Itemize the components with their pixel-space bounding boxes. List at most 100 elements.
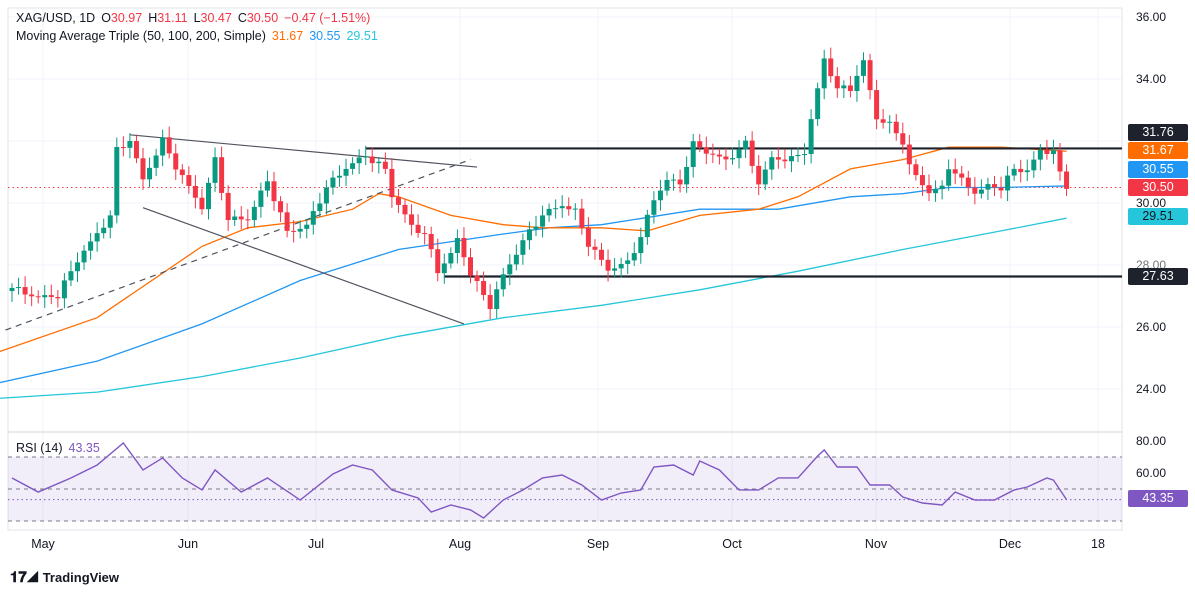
symbol-legend: XAG/USD, 1D O30.97 H31.11 L30.47 C30.50 −0.47… [16,11,376,25]
candle-down [487,294,493,310]
candle-down [120,147,126,149]
price-tick: 30.00 [1136,196,1167,210]
candle-down [998,187,1004,191]
candle-down [913,164,919,176]
candle-down [271,181,277,202]
candle-down [428,234,434,250]
candle-down [474,275,480,282]
candle-down [992,184,997,188]
candle-down [192,185,198,198]
candle-down [409,214,415,225]
price-tick: 26.00 [1136,320,1167,334]
candle-down [592,246,598,250]
time-tick: May [31,537,55,551]
candle-down [382,161,388,169]
candle-down [893,121,899,134]
candle-up [304,224,310,229]
trendline [129,134,478,168]
candle-down [1044,149,1050,155]
candle-up [264,181,270,191]
candle-up [494,289,500,310]
ma-legend[interactable]: Moving Average Triple (50, 100, 200, Sim… [16,29,384,43]
candle-down [1018,168,1024,173]
high-label: H [148,11,158,25]
candle-up [553,208,559,210]
candle-up [68,271,74,281]
candle-down [874,90,880,120]
last-price-tag: 30.50 [1128,179,1188,196]
candle-down [926,185,932,194]
candle-up [978,189,984,194]
candle-up [251,206,257,221]
candle-down [140,158,146,180]
candle-up [356,157,362,164]
candle-down [35,296,41,298]
brand-name: TradingView [42,570,120,585]
candle-down [919,175,925,186]
candle-up [9,287,15,292]
candle-down [579,208,585,228]
candle-down [402,204,408,215]
candle-up [310,211,316,225]
candle-up [363,156,369,158]
candle-up [841,85,847,89]
candle-down [22,287,28,295]
ohlc-close: C30.50 [238,11,278,25]
candle-up [795,154,801,157]
candle-down [847,85,853,92]
candle-up [631,253,637,261]
candle-up [788,156,794,162]
candle-up [762,169,768,185]
candle-down [952,169,958,174]
ma100-price-tag: 30.55 [1128,161,1188,178]
candle-up [101,227,107,234]
candle-up [323,187,329,204]
candle-up [618,263,624,269]
candle-down [605,259,611,271]
low-label: L [193,11,201,25]
rsi-value-tag: 43.35 [1128,490,1188,507]
candle-up [526,229,532,241]
plot-border [7,7,1123,531]
resistance-price-tag: 31.76 [1128,124,1188,141]
candle-down [29,294,35,297]
candle-up [638,237,644,254]
price-tick: 36.00 [1136,10,1167,24]
candle-down [166,137,172,154]
price-tick: 34.00 [1136,72,1167,86]
time-tick: Oct [722,537,742,551]
candle-down [133,141,139,159]
candle-down [389,168,395,198]
candle-down [965,177,971,188]
rsi-legend-value: 43.35 [68,441,100,455]
ohlc-high: H31.11 [148,11,187,25]
candle-up [730,158,735,160]
tradingview-logo[interactable]: 𝟏𝟕◢ TradingView [10,569,119,586]
price-tick: 24.00 [1136,382,1167,396]
candle-up [212,157,218,183]
candle-down [369,156,375,164]
candle-down [834,76,840,89]
ma50-price-tag: 31.67 [1128,142,1188,159]
low-value: 30.47 [200,11,232,25]
rsi-legend[interactable]: RSI (14) 43.35 [16,441,106,455]
candle-down [599,249,604,260]
candle-up [206,182,211,210]
candle-up [1011,168,1017,176]
close-value: 30.50 [246,11,279,25]
candle-down [782,159,788,162]
ohlc-low: L30.47 [194,11,232,25]
candle-up [736,149,742,159]
high-value: 31.11 [157,11,188,25]
candle-down [238,216,244,220]
candle-up [887,121,893,123]
candle-up [441,263,447,274]
candle-up [147,167,153,180]
candle-up [808,119,814,155]
candle-down [703,147,709,154]
candle-down [395,197,401,205]
candle-up [114,147,120,216]
tradingview-logo-icon: 𝟏𝟕◢ [10,569,39,586]
